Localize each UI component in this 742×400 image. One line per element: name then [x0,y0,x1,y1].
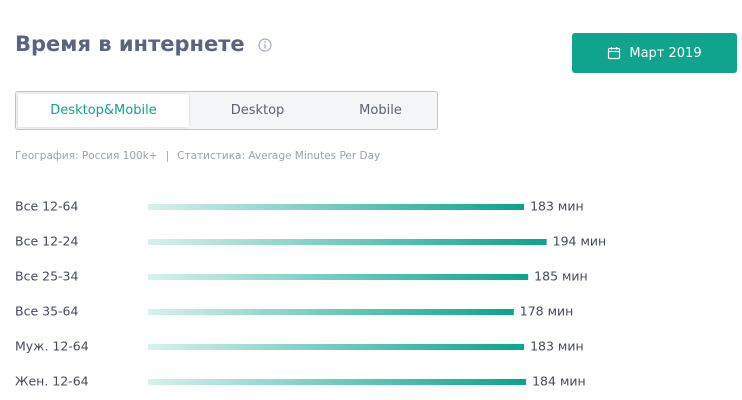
tab[interactable]: Desktop&Mobile [18,94,189,127]
date-label: Март 2019 [629,45,702,61]
category-label: Все 35-64 [15,304,78,319]
category-label: Все 12-64 [15,199,78,214]
category-label: Жен. 12-64 [15,374,89,389]
info-icon[interactable] [258,38,272,52]
value-label: 178 мин [520,304,574,319]
tab[interactable]: Desktop [230,103,285,118]
calendar-icon [608,47,621,60]
value-label: 194 мин [553,234,607,249]
value-label: 183 мин [530,339,584,354]
bar [148,204,525,210]
category-label: Все 25-34 [15,269,78,284]
category-label: Все 12-24 [15,234,78,249]
page-title: Время в интернете [15,32,245,56]
bar [148,309,514,315]
value-label: 185 мин [534,269,588,284]
tab[interactable]: Mobile [359,103,402,118]
tab-bar: Desktop&Mobile Desktop Mobile [15,91,438,130]
filter-separator: | [165,150,170,162]
date-button[interactable]: Март 2019 [572,33,737,73]
bar [148,344,525,350]
bar [148,239,547,245]
title-row: Время в интернете [15,32,272,56]
chart: Все 12-64 183 мин Все 12-24 194 мин Все 25-3… [15,199,607,389]
filter-stat: Статистика: Average Minutes Per Day [177,150,381,162]
value-label: 183 мин [530,199,584,214]
category-label: Муж. 12-64 [15,339,89,354]
filter-geo: География: Россия 100k+ [15,150,158,162]
value-label: 184 мин [532,374,586,389]
bar [148,379,527,385]
bar [148,274,529,280]
filters: География: Россия 100k+ | Статистика: Aver… [15,150,388,162]
